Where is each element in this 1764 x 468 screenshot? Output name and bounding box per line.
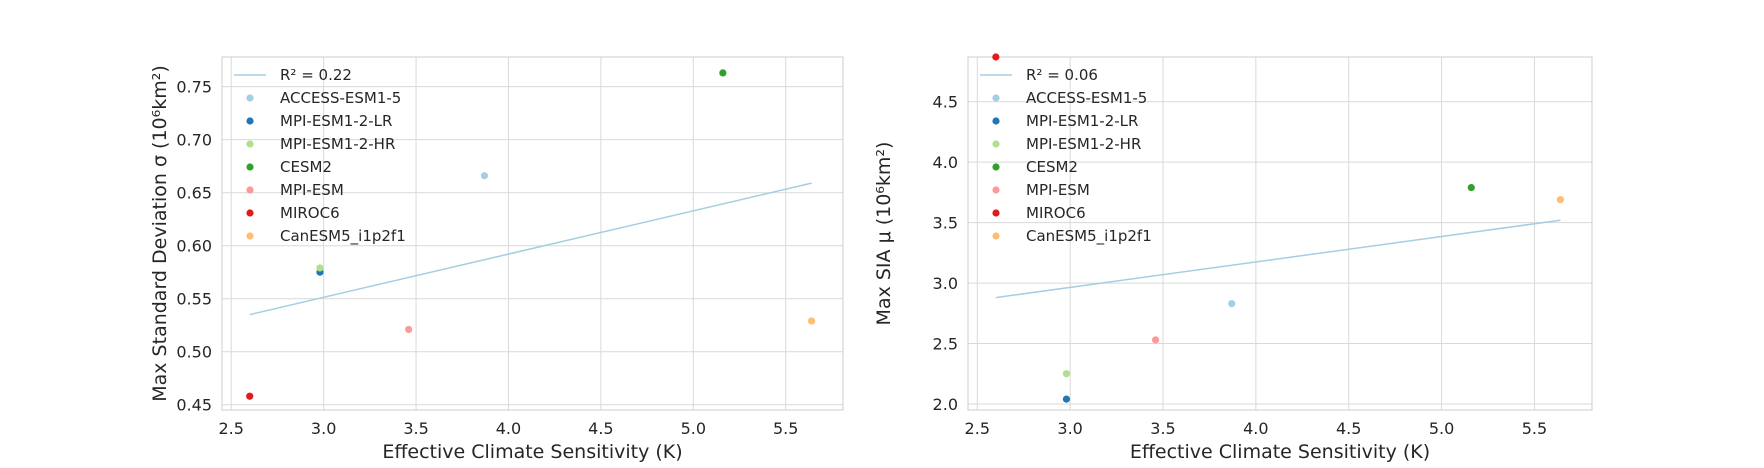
y-tick-label: 3.0 [933, 274, 958, 293]
legend-label: MIROC6 [280, 204, 340, 222]
y-axis-label: Max Standard Deviation σ (10⁶km²) [149, 65, 171, 402]
y-tick-label: 0.50 [176, 343, 212, 362]
legend-label: MPI-ESM1-2-LR [280, 112, 392, 130]
data-point-mpi-esm1-2-lr [1062, 395, 1071, 403]
legend-marker [992, 232, 1000, 240]
legend-marker [992, 94, 1000, 102]
data-point-canesm5-i1p2f1 [807, 317, 816, 325]
x-tick-label: 3.5 [1150, 419, 1175, 438]
chart-panel-2: 2.5 3.0 3.5 4.0 4.5 5.0 5.5 2.0 2.5 3.0 3.5 4.0 4.5 E… [873, 53, 1593, 463]
x-tick-label: 5.0 [1429, 419, 1454, 438]
x-tick-label: 2.5 [219, 419, 244, 438]
data-point-access-esm1-5 [1228, 300, 1236, 308]
regression-line [249, 182, 812, 316]
data-point-mpi-esm [1151, 336, 1160, 344]
legend-marker [992, 117, 1000, 125]
legend-marker [246, 140, 254, 148]
legend-label: CESM2 [1026, 158, 1078, 176]
data-point-miroc6 [246, 392, 254, 400]
legend-marker [992, 209, 1000, 217]
data-point-mpi-esm [405, 325, 413, 334]
x-tick-label: 4.5 [588, 419, 613, 438]
plot-frame [967, 56, 1593, 411]
legend-marker [246, 94, 254, 102]
legend-label: CESM2 [280, 158, 332, 176]
legend-label: MPI-ESM1-2-LR [1026, 112, 1138, 130]
legend-label: MPI-ESM1-2-HR [280, 135, 395, 153]
data-point-access-esm1-5 [480, 172, 489, 180]
x-tick-label: 5.5 [773, 419, 798, 438]
legend: R² = 0.06 ACCESS-ESM1-5 MPI-ESM1-2-LR MPI-E… [980, 66, 1152, 246]
legend-label: MIROC6 [1026, 204, 1086, 222]
y-tick-label: 0.70 [176, 131, 212, 150]
legend-marker [992, 186, 1000, 194]
x-axis-label: Effective Climate Sensitivity (K) [1130, 441, 1430, 463]
x-tick-label: 3.0 [311, 419, 336, 438]
data-point-cesm2 [719, 69, 727, 77]
legend-marker [246, 209, 254, 217]
legend-marker [246, 117, 254, 125]
x-tick-label: 4.5 [1336, 419, 1361, 438]
y-tick-label: 0.55 [176, 290, 212, 309]
legend-marker [246, 232, 254, 240]
regression-line [995, 219, 1561, 299]
legend-marker [992, 140, 1000, 148]
y-tick-label: 0.65 [176, 184, 212, 203]
y-tick-label: 0.75 [176, 78, 212, 97]
y-axis-label: Max SIA μ (10⁶km²) [873, 142, 895, 326]
legend: R² = 0.22 ACCESS-ESM1-5 MPI-ESM1-2-LR MPI-E… [234, 66, 406, 246]
x-tick-label: 2.5 [965, 419, 990, 438]
data-point-mpi-esm1-2-hr [1062, 370, 1071, 378]
legend-marker [246, 186, 254, 194]
legend-marker [992, 163, 1000, 171]
x-tick-label: 3.0 [1057, 419, 1082, 438]
plot-frame [221, 56, 844, 411]
data-point-cesm2 [1467, 183, 1475, 192]
legend-label-fit: R² = 0.06 [1026, 66, 1098, 84]
legend-label: CanESM5_i1p2f1 [280, 227, 406, 246]
y-tick-label: 0.45 [176, 396, 212, 415]
legend-label: ACCESS-ESM1-5 [280, 89, 401, 107]
legend-marker [246, 163, 254, 171]
legend-label-fit: R² = 0.22 [280, 66, 352, 84]
y-tick-label: 4.0 [933, 153, 958, 172]
legend-label: MPI-ESM [280, 181, 344, 199]
y-tick-label: 2.5 [933, 335, 958, 354]
data-point-miroc6 [992, 53, 1000, 61]
data-point-canesm5-i1p2f1 [1556, 196, 1565, 204]
legend-label: MPI-ESM [1026, 181, 1090, 199]
x-tick-label: 4.0 [1243, 419, 1268, 438]
x-axis-label: Effective Climate Sensitivity (K) [382, 441, 682, 463]
chart-panel-1: 2.5 3.0 3.5 4.0 4.5 5.0 5.5 0.45 0.50 0.55 0.60 0.6… [149, 56, 844, 463]
y-tick-label: 3.5 [933, 214, 958, 233]
legend-label: CanESM5_i1p2f1 [1026, 227, 1152, 246]
x-tick-label: 4.0 [496, 419, 521, 438]
y-tick-label: 0.60 [176, 237, 212, 256]
x-tick-label: 5.0 [681, 419, 706, 438]
x-tick-label: 5.5 [1522, 419, 1547, 438]
x-tick-label: 3.5 [403, 419, 428, 438]
legend-label: ACCESS-ESM1-5 [1026, 89, 1147, 107]
data-point-mpi-esm1-2-hr [316, 264, 324, 272]
y-tick-label: 2.0 [933, 395, 958, 414]
legend-label: MPI-ESM1-2-HR [1026, 135, 1141, 153]
y-tick-label: 4.5 [933, 93, 958, 112]
